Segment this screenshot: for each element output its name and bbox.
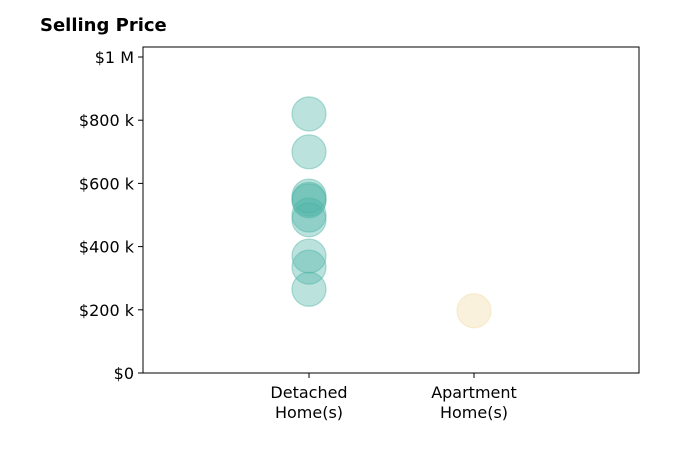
y-tick-label: $600 k: [79, 174, 135, 193]
plot-frame: [142, 46, 640, 374]
detached-home-point: [291, 96, 327, 132]
y-tick-label: $1 M: [95, 48, 134, 67]
y-tick-label: $0: [114, 364, 134, 383]
x-tick-label: Detached Home(s): [270, 383, 347, 422]
detached-home-point: [291, 197, 327, 233]
detached-home-point: [291, 238, 327, 274]
chart-title: Selling Price: [40, 15, 167, 36]
apartment-home-point: [456, 293, 492, 329]
x-tick-label: Apartment Home(s): [431, 383, 517, 422]
y-tick-label: $400 k: [79, 238, 135, 257]
y-tick-label: $800 k: [79, 111, 135, 130]
detached-home-point: [291, 181, 327, 217]
y-tick-label: $200 k: [79, 301, 135, 320]
detached-home-point: [291, 178, 327, 214]
detached-home-point: [291, 249, 327, 285]
detached-home-point: [291, 183, 327, 219]
y-axis: $0 $200 k $400 k $600 k $800 k $1 M: [79, 48, 143, 383]
detached-home-point: [291, 202, 327, 238]
x-axis: Detached Home(s) Apartment Home(s): [270, 373, 517, 422]
detached-home-point: [291, 271, 327, 307]
marks-layer: [291, 96, 492, 329]
detached-home-point: [291, 134, 327, 170]
